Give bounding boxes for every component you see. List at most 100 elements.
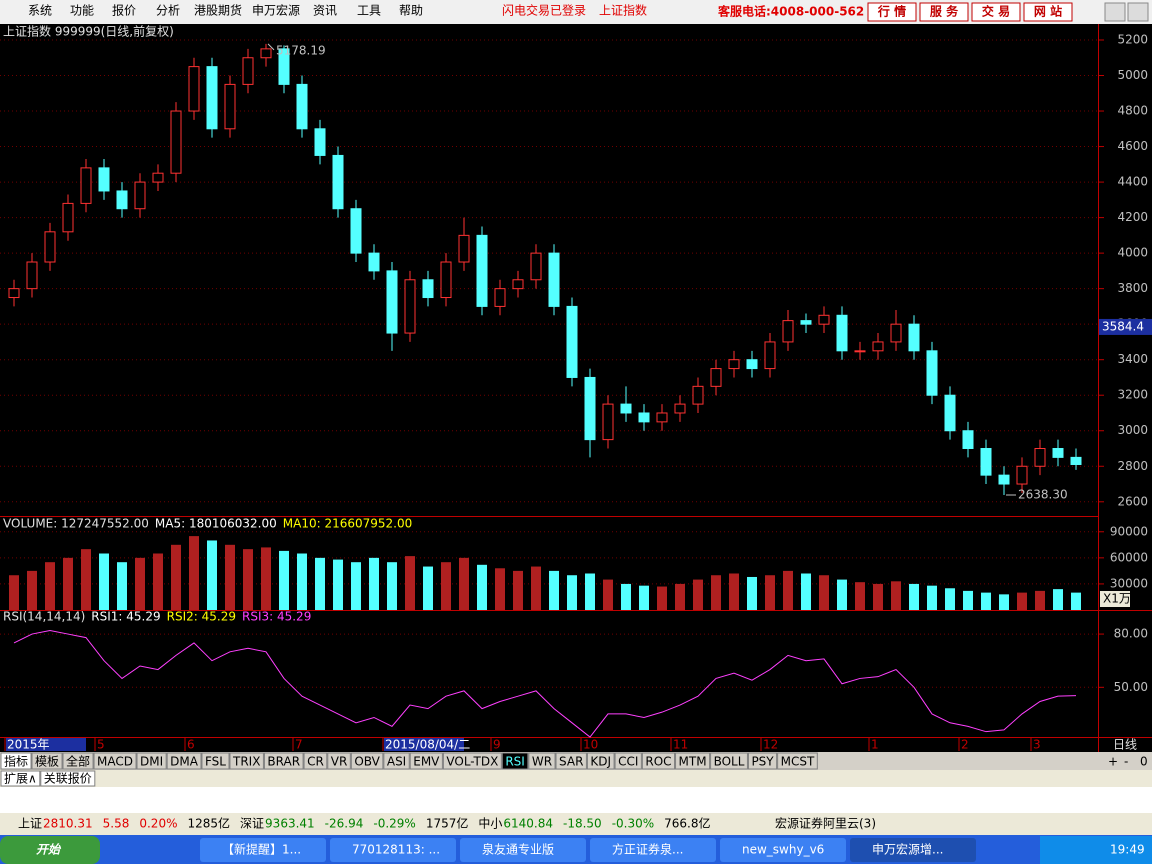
- indicator-tab[interactable]: [747, 752, 778, 770]
- task-button[interactable]: [330, 838, 456, 862]
- indicator-tab-label[interactable]: VR: [331, 755, 348, 769]
- nav-button[interactable]: [1023, 2, 1073, 22]
- task-label[interactable]: 770128113: ...: [352, 843, 440, 857]
- indicator-tab[interactable]: [675, 752, 711, 770]
- indicator-tab[interactable]: [229, 752, 264, 770]
- indicator-tab[interactable]: [555, 752, 587, 770]
- indicator-tab-label[interactable]: ROC: [645, 755, 671, 769]
- indicator-tab-label[interactable]: WR: [532, 755, 552, 769]
- menu-item[interactable]: 系统: [28, 4, 52, 18]
- start-label[interactable]: 开始: [36, 843, 62, 857]
- task-button[interactable]: [590, 838, 716, 862]
- indicator-tab-label[interactable]: BOLL: [714, 755, 745, 769]
- volume-bar: [1035, 590, 1045, 610]
- indicator-tab-label[interactable]: 模板: [35, 755, 59, 769]
- extension-tab-label[interactable]: 关联报价: [44, 771, 92, 786]
- indicator-tab-label[interactable]: SAR: [559, 755, 583, 769]
- nav-button-label[interactable]: 行 情: [877, 4, 906, 19]
- menu-item[interactable]: 港股期货: [194, 3, 242, 18]
- indicator-tab[interactable]: [614, 752, 642, 770]
- indicator-tab[interactable]: [383, 752, 410, 770]
- rsi-legend: RSI3: 45.29: [242, 610, 311, 624]
- indicator-tab[interactable]: [166, 752, 202, 770]
- candle-body: [908, 323, 920, 352]
- indicator-tab[interactable]: [710, 752, 748, 770]
- menu-item[interactable]: 帮助: [399, 4, 423, 18]
- task-button[interactable]: [720, 838, 846, 862]
- window-close[interactable]: [1127, 2, 1149, 22]
- x-tick-label: 1: [871, 738, 879, 752]
- extension-tab[interactable]: [40, 770, 96, 787]
- indicator-tab-label[interactable]: 指标: [4, 754, 28, 769]
- indicator-tab[interactable]: [350, 752, 384, 770]
- nav-button-label[interactable]: 交 易: [982, 4, 1010, 19]
- task-label[interactable]: 泉友通专业版: [482, 842, 554, 857]
- nav-button-label[interactable]: 网 站: [1034, 4, 1062, 19]
- indicator-tab[interactable]: [409, 752, 443, 770]
- menu-item[interactable]: 工具: [357, 4, 381, 18]
- indicator-tab-label[interactable]: KDJ: [590, 755, 611, 769]
- task-label[interactable]: 申万宏源增...: [872, 842, 943, 857]
- indicator-tab-label[interactable]: CCI: [618, 755, 638, 769]
- indicator-tab[interactable]: [31, 752, 63, 770]
- status-item: 5.58: [103, 817, 130, 831]
- indicator-tab-label[interactable]: MTM: [679, 755, 707, 769]
- task-label[interactable]: 方正证券泉...: [612, 842, 683, 857]
- task-button[interactable]: [850, 838, 976, 862]
- candle-body: [998, 474, 1010, 485]
- extension-tab[interactable]: [0, 770, 41, 787]
- candle-body: [872, 341, 884, 352]
- indicator-tab-label[interactable]: MCST: [781, 755, 815, 769]
- indicator-tab-label[interactable]: RSI: [505, 755, 525, 769]
- task-button[interactable]: [200, 838, 326, 862]
- panel-control[interactable]: 0: [1140, 755, 1148, 769]
- task-button[interactable]: [460, 838, 586, 862]
- menu-item[interactable]: 功能: [70, 4, 94, 18]
- nav-button-label[interactable]: 服 务: [930, 4, 959, 19]
- indicator-tab-label[interactable]: DMA: [170, 755, 199, 769]
- indicator-tab-label[interactable]: BRAR: [267, 755, 300, 769]
- menu-item[interactable]: 报价: [112, 3, 136, 18]
- menu-item[interactable]: 申万宏源: [252, 3, 300, 18]
- x-tick-label: 5: [97, 738, 105, 752]
- indicator-tab[interactable]: [0, 752, 32, 770]
- indicator-tab-label[interactable]: DMI: [140, 755, 163, 769]
- panel-control[interactable]: +: [1108, 755, 1118, 769]
- x-highlight: [6, 738, 86, 751]
- indicator-tab-label[interactable]: EMV: [413, 755, 440, 769]
- indicator-tab[interactable]: [442, 752, 502, 770]
- nav-button[interactable]: [867, 2, 917, 22]
- indicator-tab[interactable]: [586, 752, 615, 770]
- menu-item[interactable]: 资讯: [313, 4, 337, 18]
- window-min[interactable]: [1104, 2, 1126, 22]
- indicator-tab[interactable]: [528, 752, 556, 770]
- indicator-tab-label[interactable]: MACD: [97, 755, 133, 769]
- indicator-tab-label[interactable]: FSL: [205, 755, 226, 769]
- indicator-tab-label[interactable]: TRIX: [232, 755, 260, 769]
- indicator-tab-label[interactable]: 全部: [66, 754, 90, 769]
- indicator-tab-label[interactable]: VOL-TDX: [446, 755, 498, 769]
- indicator-tab[interactable]: [201, 752, 230, 770]
- panel-control[interactable]: -: [1124, 755, 1128, 769]
- indicator-tab-label[interactable]: CR: [307, 755, 324, 769]
- indicator-tab-label[interactable]: PSY: [751, 755, 774, 769]
- start-button[interactable]: [0, 836, 100, 864]
- indicator-tab[interactable]: [93, 752, 137, 770]
- task-label[interactable]: new_swhy_v6: [742, 843, 824, 857]
- indicator-tab[interactable]: [777, 752, 818, 770]
- nav-button[interactable]: [971, 2, 1021, 22]
- indicator-tab[interactable]: [641, 752, 676, 770]
- task-label[interactable]: 【新提醒】1...: [222, 842, 301, 857]
- indicator-tab[interactable]: [303, 752, 328, 770]
- extension-tab-label[interactable]: 扩展∧: [4, 772, 37, 786]
- nav-button[interactable]: [919, 2, 969, 22]
- indicator-tab-label[interactable]: ASI: [387, 755, 406, 769]
- indicator-tab[interactable]: [327, 752, 351, 770]
- indicator-tab[interactable]: [501, 752, 529, 770]
- indicator-tab[interactable]: [136, 752, 167, 770]
- indicator-tab-label[interactable]: OBV: [354, 755, 380, 769]
- candle-body: [728, 359, 740, 370]
- indicator-tab[interactable]: [62, 752, 94, 770]
- menu-item[interactable]: 分析: [156, 4, 180, 18]
- indicator-tab[interactable]: [263, 752, 304, 770]
